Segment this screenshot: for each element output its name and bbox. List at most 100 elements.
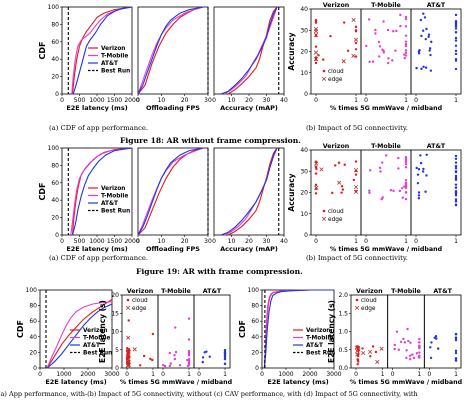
r1-impact-xlabel: % times 5G mmWave / midband	[330, 105, 442, 112]
r3-impact1-point-cloud	[163, 364, 167, 368]
r1-cdf-acc-series-att	[220, 6, 278, 95]
r2-impact-ylabel: Accuracy	[287, 173, 296, 211]
r2-impact-legend-edge-marker	[321, 216, 327, 221]
r1-impact-point-cloud	[454, 59, 458, 62]
r1-impact-xtick-label: 1	[404, 97, 408, 104]
r3-impact2-point-cloud	[403, 341, 407, 344]
r3-impact2-subpanel-att	[423, 294, 462, 369]
r1-impact-point-cloud	[386, 61, 390, 65]
r3-impact2-carrier-title: AT&T	[433, 288, 452, 295]
r2-impact-point-cloud	[419, 161, 423, 165]
r1-impact-xtick-label: 1	[454, 97, 458, 104]
r3-cav-xlabel: E2E latency (ms)	[267, 378, 328, 386]
r3-impact2-point-cloud	[393, 343, 396, 347]
r3-impact1-point-cloud	[178, 364, 182, 367]
r1-impact-point-cloud	[421, 29, 425, 32]
r2-impact-point-cloud	[314, 172, 318, 175]
r3-impact2-point-cloud	[415, 352, 419, 355]
r3-impact2-point-cloud	[397, 348, 401, 351]
r2-cdf-latency-xtick-label: 1000	[89, 238, 104, 245]
r2-impact-point-cloud	[421, 170, 425, 173]
r2-impact-point-cloud	[425, 153, 428, 156]
r2-impact-xlabel: % times 5G mmWave / midband	[330, 246, 442, 253]
r3-impact1-carrier-title: Verizon	[127, 288, 154, 295]
r3-impact2-point-cloud	[393, 347, 396, 351]
r3-impact1-point-cloud	[201, 356, 205, 359]
r1-cdf-acc-frame	[213, 6, 285, 95]
r3-impact1-point-cloud	[161, 363, 165, 367]
r1-impact-point-cloud	[404, 51, 408, 55]
r1-impact-carrier-title: AT&T	[427, 2, 446, 9]
r2-impact-point-cloud	[314, 165, 318, 169]
r3-impact1-point-cloud	[168, 364, 171, 368]
r2-impact-point-cloud	[354, 190, 358, 193]
r1-impact-ytick-label: 0	[304, 91, 308, 98]
r1-impact-xtick-label: 0	[414, 97, 418, 104]
r2-impact-point-cloud	[379, 170, 382, 173]
r3-impact2-point-cloud	[454, 351, 458, 355]
r1-impact-point-cloud	[317, 54, 320, 57]
r1-impact-point-cloud	[428, 49, 431, 52]
r2-impact-point-cloud	[416, 181, 420, 185]
r3-cav-legend-label: T-Mobile	[306, 336, 333, 342]
r1-impact-point-cloud	[419, 18, 423, 22]
r2-impact-point-cloud	[389, 189, 393, 192]
r1-impact-point-cloud	[427, 33, 431, 36]
r1-cdf-latency-ytick-label: 20	[51, 74, 59, 81]
r3-cav-ytick-label: 100	[248, 287, 260, 294]
r1-cdf-latency-ytick-label: 60	[51, 39, 59, 46]
r1-cdf-latency-series-att	[72, 6, 133, 95]
r1-impact-point-cloud	[377, 40, 381, 44]
r2-cdf-fps-xtick-label: 20	[181, 238, 189, 245]
r3-impact2-point-cloud	[374, 350, 378, 354]
r1-impact-point-cloud	[454, 49, 458, 53]
r3-impact2-point-cloud	[418, 354, 421, 358]
r2-impact-point-cloud	[381, 196, 384, 199]
r3-impact2-legend-cloud-marker	[355, 298, 359, 302]
r1-impact-point-cloud	[454, 31, 458, 34]
r1-impact-point-cloud	[314, 21, 318, 24]
r2-impact-xtick-label: 0	[414, 238, 418, 245]
r2-impact-xtick-label: 1	[354, 238, 358, 245]
r1-cdf-fps-xlabel: Offloading FPS	[146, 104, 200, 112]
r2-cdf-latency-legend-label: AT&T	[101, 201, 118, 207]
r3-impact1-xtick-label: 0	[197, 371, 201, 378]
r2-impact-point-cloud	[368, 191, 371, 195]
r3-impact2-ytick-label: 1.5	[338, 310, 348, 317]
r1-impact-point-cloud	[387, 57, 390, 60]
r2-cdf-latency-xtick-label: 2000	[124, 238, 139, 245]
r2-cdf-latency-ytick-label: 0	[55, 232, 59, 239]
r2-impact-point-cloud	[404, 191, 408, 194]
r1-cdf-latency-xtick-label: 2000	[124, 97, 139, 104]
r3-impact2-point-cloud	[399, 340, 403, 344]
r2-impact-legend-cloud-marker	[322, 209, 326, 213]
r2-impact-point-cloud	[404, 178, 408, 182]
r1-impact-point-cloud	[427, 35, 430, 39]
r3-app-legend-label: Verizon	[83, 328, 107, 334]
r2-cdf-latency-series-tmobile	[70, 147, 133, 236]
r3-impact2-ytick-label: 0.0	[338, 365, 348, 372]
r1-cdf-fps-xtick-label: 30	[204, 97, 212, 104]
r3-impact1-point-edge	[126, 349, 131, 354]
r3-impact1-point-cloud	[149, 357, 152, 361]
r3-impact1-point-cloud	[125, 361, 129, 364]
r3-impact2-point-cloud	[402, 337, 405, 341]
r3-impact2-point-cloud	[371, 345, 375, 348]
r1-impact-carrier-title: Verizon	[323, 2, 350, 9]
r3-impact1-point-cloud	[223, 355, 227, 358]
r1-impact-point-cloud	[420, 34, 423, 38]
r1-impact-point-cloud	[403, 56, 406, 60]
r1-impact-point-edge	[313, 50, 319, 55]
r3-app-xtick-label: 2000	[80, 371, 95, 378]
r2-impact-point-cloud	[368, 189, 371, 192]
r3-impact2-point-edge	[361, 350, 366, 356]
r1-cdf-latency-series-tmobile	[71, 6, 133, 95]
r2-cdf-fps-xtick-label: 30	[204, 238, 212, 245]
r3-impact1-point-cloud	[168, 351, 171, 355]
r2-impact-point-cloud	[404, 166, 408, 169]
r2-impact-point-cloud	[454, 200, 458, 203]
r3-impact2-point-cloud	[418, 345, 421, 348]
r2-impact-point-cloud	[454, 186, 458, 189]
r1-impact-point-cloud	[314, 61, 318, 65]
r3-cav-xtick-label: 3000	[326, 371, 341, 378]
